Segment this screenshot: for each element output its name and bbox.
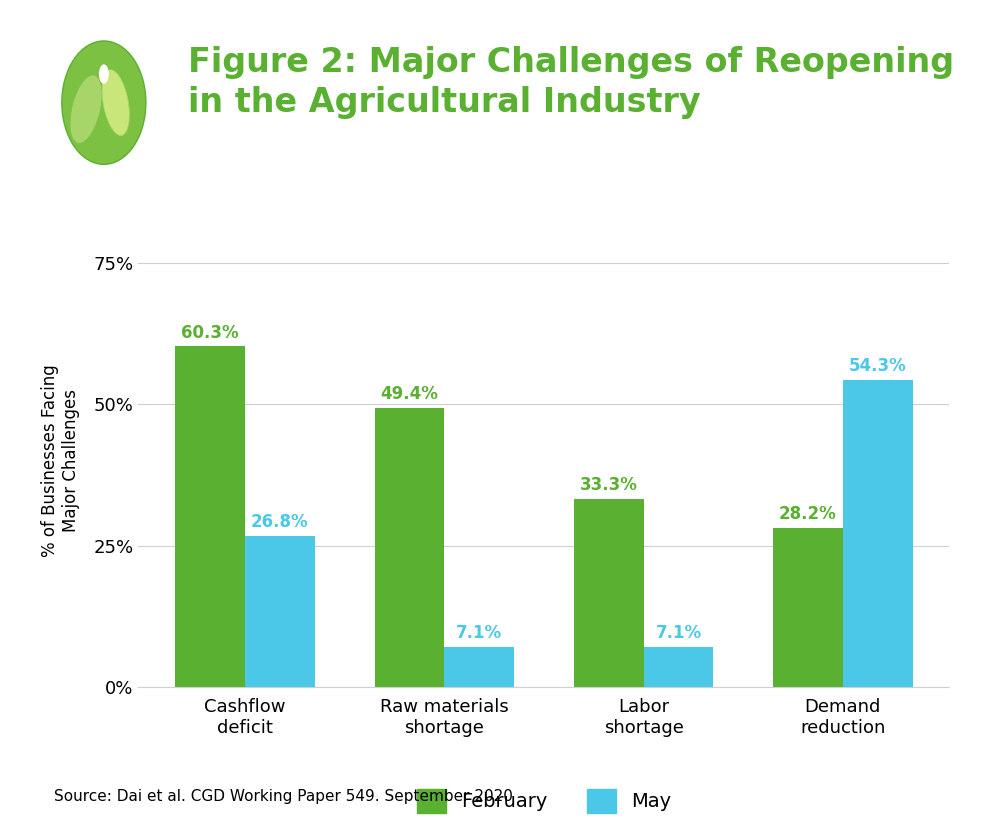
- Bar: [574, 499, 644, 687]
- Text: 60.3%: 60.3%: [181, 323, 239, 342]
- Bar: [843, 380, 913, 687]
- Ellipse shape: [62, 41, 146, 164]
- Ellipse shape: [102, 70, 130, 136]
- Text: 49.4%: 49.4%: [381, 385, 438, 403]
- Bar: [644, 647, 713, 687]
- Bar: [773, 528, 843, 687]
- Text: 7.1%: 7.1%: [456, 624, 502, 643]
- Bar: [245, 535, 315, 687]
- Legend: February, May: February, May: [406, 779, 681, 822]
- Bar: [175, 346, 245, 687]
- Text: Source: Dai et al. CGD Working Paper 549. September 2020: Source: Dai et al. CGD Working Paper 549…: [54, 789, 513, 804]
- Text: 26.8%: 26.8%: [251, 513, 309, 531]
- Ellipse shape: [99, 65, 109, 84]
- Bar: [375, 408, 444, 687]
- Y-axis label: % of Businesses Facing
Major Challenges: % of Businesses Facing Major Challenges: [41, 365, 79, 557]
- Ellipse shape: [70, 75, 102, 143]
- Text: 54.3%: 54.3%: [849, 358, 907, 375]
- Text: 7.1%: 7.1%: [656, 624, 701, 643]
- Bar: [444, 647, 514, 687]
- Text: 33.3%: 33.3%: [580, 476, 638, 494]
- Text: 28.2%: 28.2%: [779, 505, 837, 523]
- Text: Figure 2: Major Challenges of Reopening
in the Agricultural Industry: Figure 2: Major Challenges of Reopening …: [188, 46, 954, 119]
